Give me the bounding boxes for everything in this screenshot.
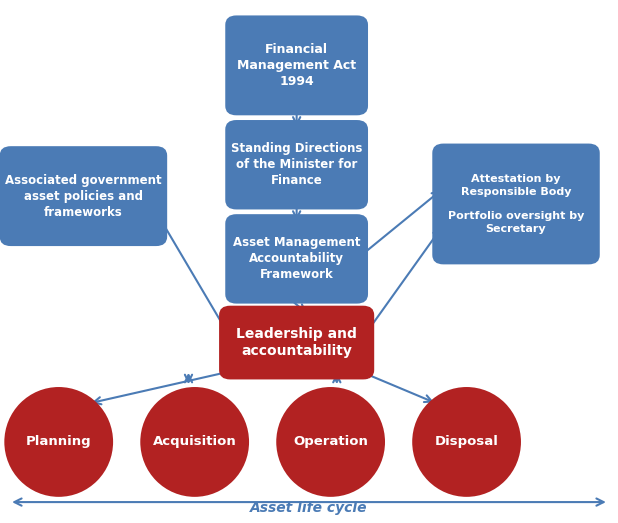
FancyBboxPatch shape [433,144,599,265]
FancyBboxPatch shape [0,146,167,246]
Text: Financial
Management Act
1994: Financial Management Act 1994 [237,43,356,88]
Ellipse shape [4,387,113,497]
Text: Acquisition: Acquisition [153,436,237,448]
Text: Asset life cycle: Asset life cycle [250,502,368,515]
Ellipse shape [412,387,521,497]
FancyBboxPatch shape [219,305,374,380]
FancyBboxPatch shape [225,16,368,116]
Text: Leadership and
accountability: Leadership and accountability [236,327,357,358]
FancyBboxPatch shape [225,120,368,210]
Text: Disposal: Disposal [434,436,499,448]
Text: Operation: Operation [293,436,368,448]
Text: Asset Management
Accountability
Framework: Asset Management Accountability Framewor… [233,236,360,281]
Text: Planning: Planning [26,436,91,448]
Ellipse shape [140,387,249,497]
Text: Attestation by
Responsible Body

Portfolio oversight by
Secretary: Attestation by Responsible Body Portfoli… [448,174,584,234]
Text: Associated government
asset policies and
frameworks: Associated government asset policies and… [5,174,162,219]
Ellipse shape [276,387,385,497]
FancyBboxPatch shape [225,214,368,303]
Text: Standing Directions
of the Minister for
Finance: Standing Directions of the Minister for … [231,142,362,187]
